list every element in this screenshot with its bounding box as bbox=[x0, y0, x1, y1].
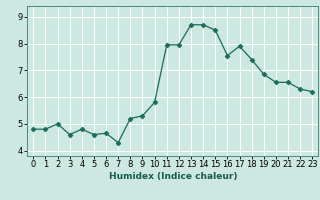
X-axis label: Humidex (Indice chaleur): Humidex (Indice chaleur) bbox=[108, 172, 237, 181]
